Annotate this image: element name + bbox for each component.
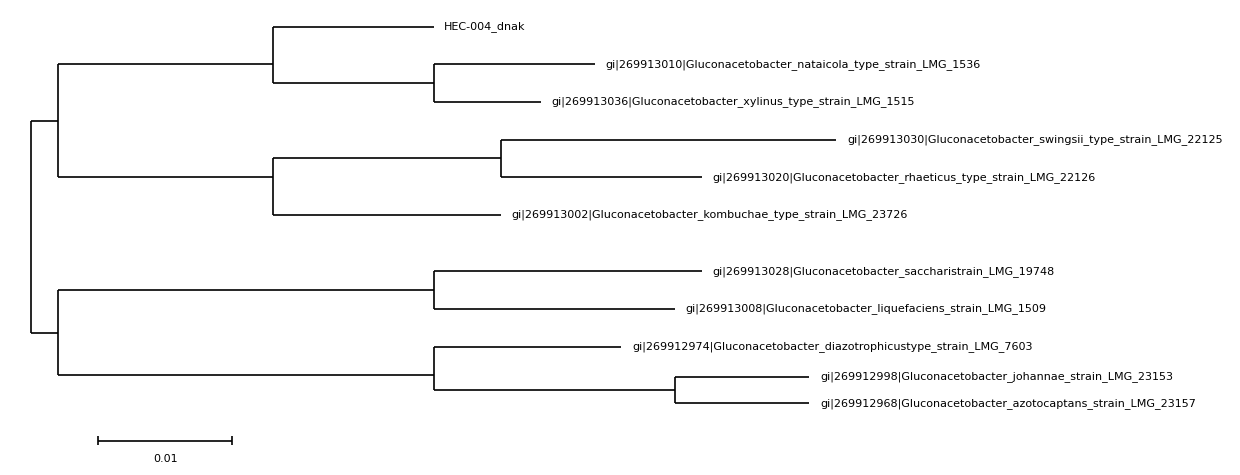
Text: gi|269913028|Gluconacetobacter_saccharistrain_LMG_19748: gi|269913028|Gluconacetobacter_saccharis… — [713, 266, 1055, 277]
Text: gi|269913020|Gluconacetobacter_rhaeticus_type_strain_LMG_22126: gi|269913020|Gluconacetobacter_rhaeticus… — [713, 172, 1096, 183]
Text: gi|269913002|Gluconacetobacter_kombuchae_type_strain_LMG_23726: gi|269913002|Gluconacetobacter_kombuchae… — [511, 209, 908, 220]
Text: gi|269913010|Gluconacetobacter_nataicola_type_strain_LMG_1536: gi|269913010|Gluconacetobacter_nataicola… — [605, 59, 981, 70]
Text: gi|269912998|Gluconacetobacter_johannae_strain_LMG_23153: gi|269912998|Gluconacetobacter_johannae_… — [820, 371, 1173, 382]
Text: 0.01: 0.01 — [153, 454, 177, 464]
Text: gi|269913036|Gluconacetobacter_xylinus_type_strain_LMG_1515: gi|269913036|Gluconacetobacter_xylinus_t… — [552, 96, 915, 107]
Text: gi|269912974|Gluconacetobacter_diazotrophicustype_strain_LMG_7603: gi|269912974|Gluconacetobacter_diazotrop… — [632, 341, 1033, 352]
Text: gi|269912968|Gluconacetobacter_azotocaptans_strain_LMG_23157: gi|269912968|Gluconacetobacter_azotocapt… — [820, 398, 1195, 408]
Text: HEC-004_dnak: HEC-004_dnak — [444, 21, 526, 32]
Text: gi|269913030|Gluconacetobacter_swingsii_type_strain_LMG_22125: gi|269913030|Gluconacetobacter_swingsii_… — [847, 134, 1223, 145]
Text: gi|269913008|Gluconacetobacter_liquefaciens_strain_LMG_1509: gi|269913008|Gluconacetobacter_liquefaci… — [686, 304, 1047, 314]
